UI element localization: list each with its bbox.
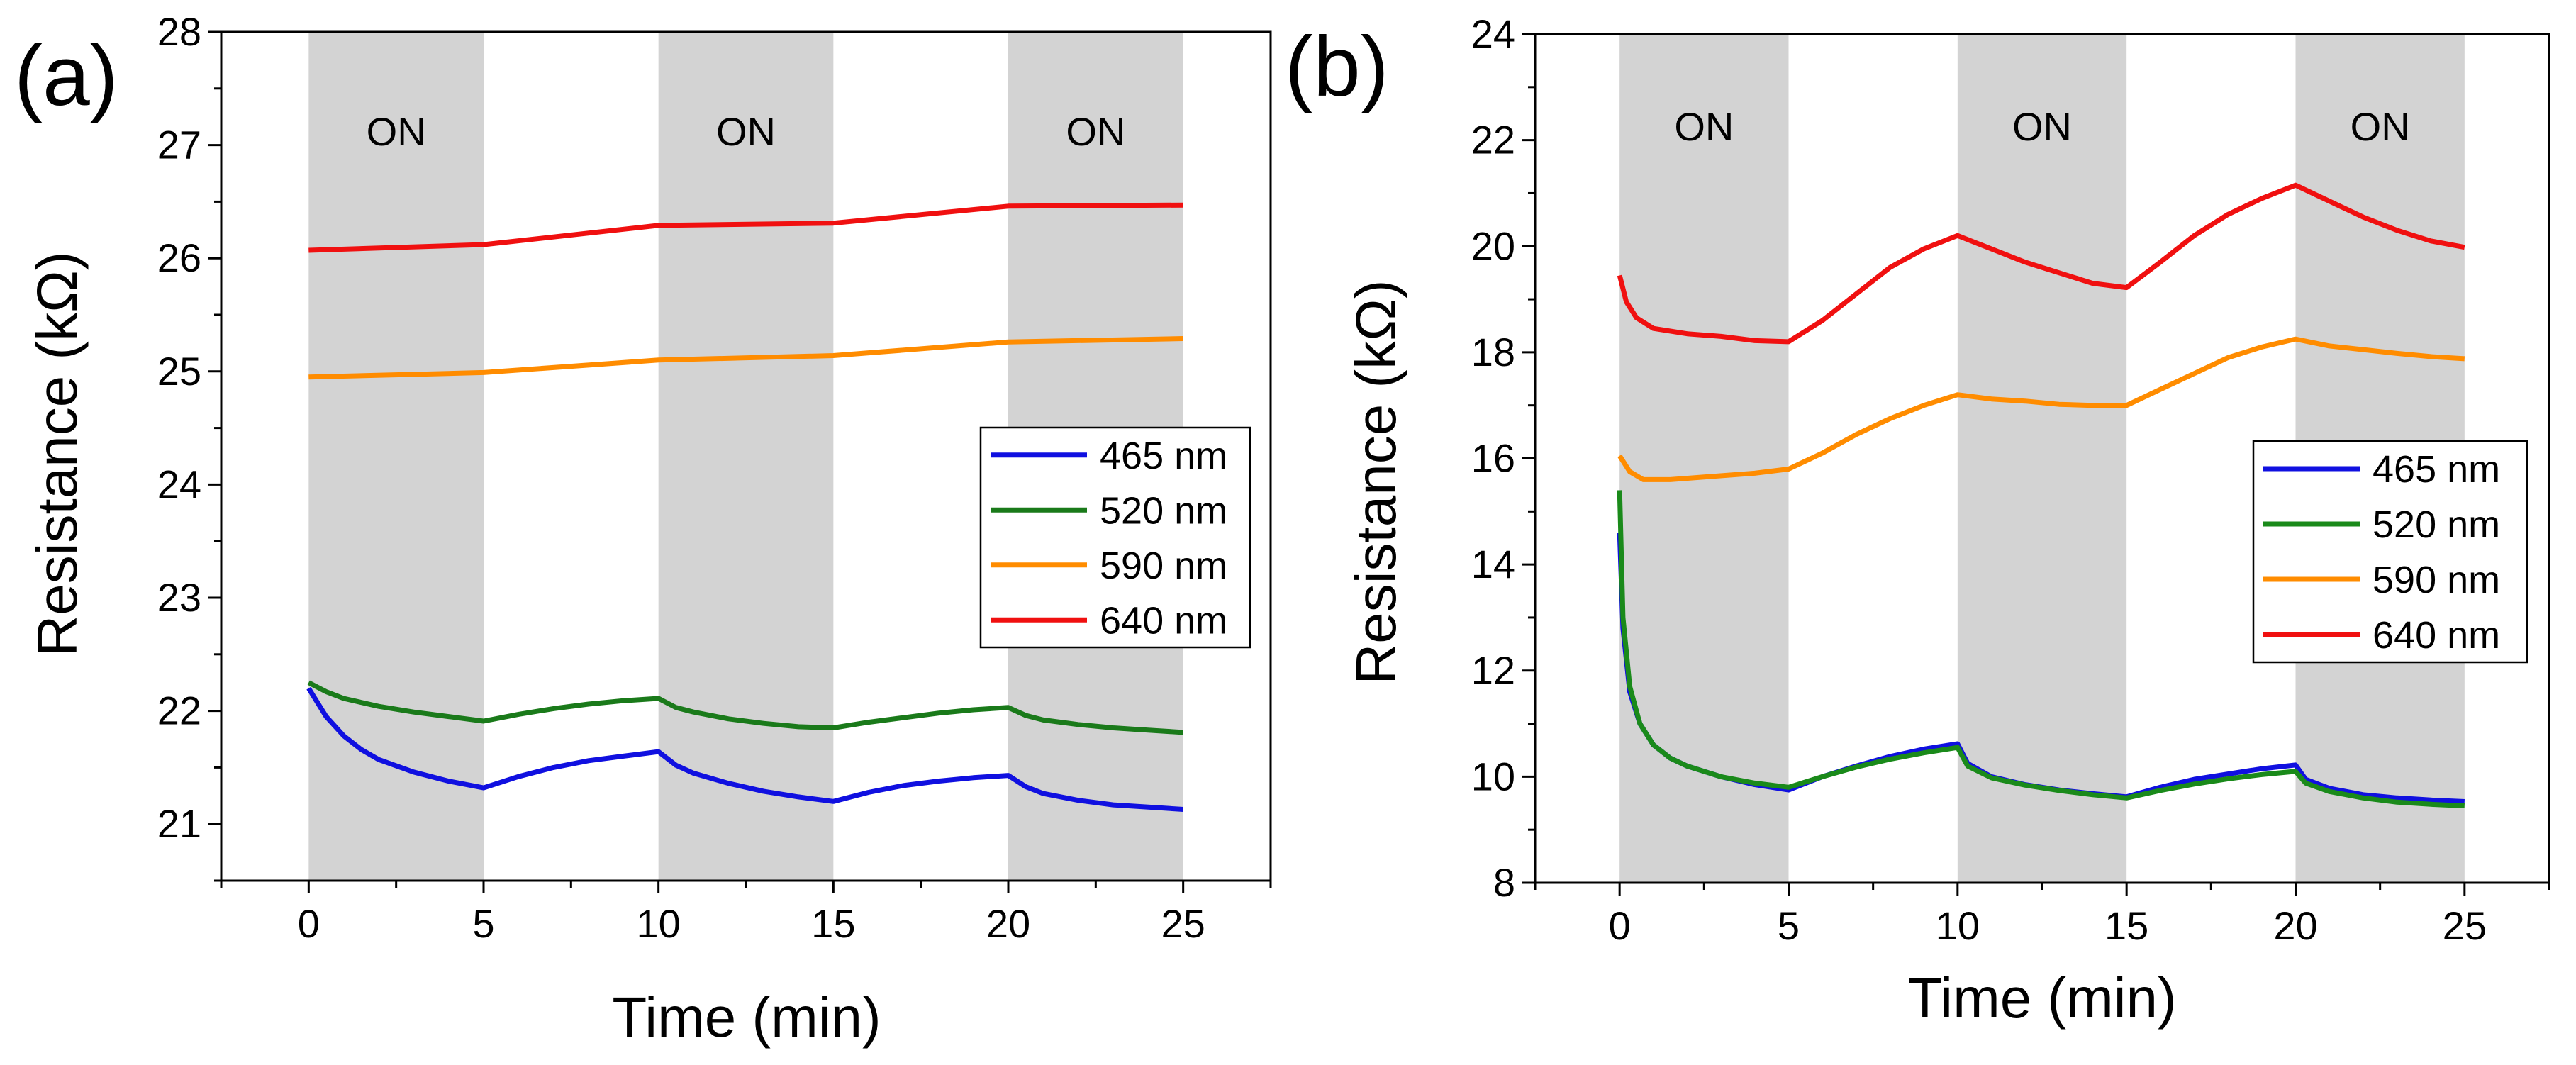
- panel-b-series-520-nm: [1617, 490, 2465, 808]
- panel-a-legend-label: 590 nm: [1100, 545, 1227, 587]
- panel-a-on-label-1: ON: [367, 109, 426, 154]
- panel-a-y-tick-label: 28: [157, 9, 201, 54]
- panel-b-y-tick-label: 22: [1471, 118, 1515, 162]
- panel-b-y-tick-label: 16: [1471, 436, 1515, 481]
- panel-a-y-tick-label: 27: [157, 123, 201, 167]
- panel-a-series: [306, 202, 1183, 812]
- panel-a-legend-box: [979, 426, 1251, 649]
- panel-a-series-590-nm: [308, 336, 1183, 380]
- panel-a-x-tick-label: 20: [986, 901, 1030, 946]
- panel-b-on-region-2: [1957, 34, 2127, 883]
- panel-b-legend-label: 520 nm: [2373, 503, 2500, 546]
- panel-b-on-label-1: ON: [1674, 104, 1734, 149]
- panel-b-legend-label: 640 nm: [2373, 614, 2500, 657]
- panel-a-series-465-nm: [306, 686, 1183, 812]
- panel-b-x-tick-label: 20: [2273, 903, 2317, 948]
- panel-a-on-label-2: ON: [716, 109, 776, 154]
- panel-a-legend-label: 465 nm: [1100, 435, 1227, 477]
- panel-b-label: (b): [1285, 19, 1389, 114]
- panel-b-x-axis-title: Time (min): [1907, 966, 2176, 1030]
- panel-a-axes: 0 5 10 15 20 25 21 22 23 24 25 26 27 28: [157, 9, 1272, 946]
- panel-b-y-tick-label: 12: [1471, 648, 1515, 693]
- panel-a-series-640-nm: [308, 202, 1183, 253]
- panel-b-x-tick-label: 25: [2443, 903, 2487, 948]
- panel-a-on-region-1: [308, 32, 484, 881]
- panel-a-x-tick-label: 25: [1161, 901, 1205, 946]
- panel-b-series-590-nm: [1617, 336, 2465, 482]
- panel-b-legend-box: [2252, 440, 2528, 664]
- panel-a-label: (a): [14, 28, 118, 123]
- panel-a-y-tick-label: 22: [157, 688, 201, 733]
- panel-a-y-tick-label: 26: [157, 235, 201, 280]
- panel-b-y-tick-label: 10: [1471, 754, 1515, 798]
- panel-b-y-tick-label: 24: [1471, 11, 1515, 56]
- panel-a-legend-label: 640 nm: [1100, 599, 1227, 642]
- panel-b-x-tick-label: 10: [1936, 903, 1980, 948]
- panel-a-x-tick-label: 0: [298, 901, 320, 946]
- panel-a-legend: 465 nm 520 nm 590 nm 640 nm: [979, 426, 1251, 649]
- panel-a-on-label-3: ON: [1066, 109, 1125, 154]
- panel-b-x-tick-label: 5: [1778, 903, 1800, 948]
- panel-b-y-tick-label: 18: [1471, 330, 1515, 374]
- panel-a-on-region-2: [658, 32, 834, 881]
- panel-b-legend-label: 590 nm: [2373, 559, 2500, 601]
- panel-a-y-tick-label: 23: [157, 575, 201, 620]
- panel-a-y-tick-label: 21: [157, 801, 201, 846]
- panel-b-on-label-2: ON: [2012, 104, 2072, 149]
- panel-a-x-axis-title: Time (min): [612, 986, 881, 1049]
- panel-b-y-tick-label: 20: [1471, 223, 1515, 268]
- panel-a-y-tick-label: 25: [157, 349, 201, 394]
- panel-b-y-axis-title: Resistance (kΩ): [1344, 279, 1407, 684]
- panel-b-legend: 465 nm 520 nm 590 nm 640 nm: [2252, 440, 2528, 664]
- panel-a-x-tick-label: 15: [811, 901, 855, 946]
- panel-a-y-tick-label: 24: [157, 462, 201, 506]
- panel-b-y-tick-label: 14: [1471, 542, 1515, 586]
- panel-a: (a) ON ON ON 0 5 10 15 20 25 21 22 23 24 25 26 27 28 Re…: [14, 9, 1272, 1049]
- panel-a-y-axis-title: Resistance (kΩ): [26, 251, 89, 656]
- panel-b-on-region-1: [1619, 34, 1789, 883]
- panel-b-y-tick-label: 8: [1493, 860, 1515, 905]
- panel-a-x-tick-label: 10: [637, 901, 681, 946]
- panel-b-x-tick-label: 15: [2104, 903, 2148, 948]
- panel-a-series-520-nm: [307, 680, 1183, 735]
- panel-b-x-tick-label: 0: [1609, 903, 1631, 948]
- panel-b-series: [1617, 182, 2465, 808]
- panel-b-axes: 0 5 10 15 20 25 8 10 12 14 16 18 20 22 24: [1471, 11, 2550, 948]
- panel-b-on-label-3: ON: [2351, 104, 2410, 149]
- panel-b-legend-label: 465 nm: [2373, 448, 2500, 491]
- panel-b: (b) ON ON ON 0 5 10 15 20 25 8 10 12 14 16 18 20 22 24 R…: [1285, 11, 2550, 1030]
- panel-a-legend-label: 520 nm: [1100, 489, 1227, 532]
- panel-b-series-640-nm: [1617, 182, 2465, 345]
- panel-a-x-tick-label: 5: [472, 901, 494, 946]
